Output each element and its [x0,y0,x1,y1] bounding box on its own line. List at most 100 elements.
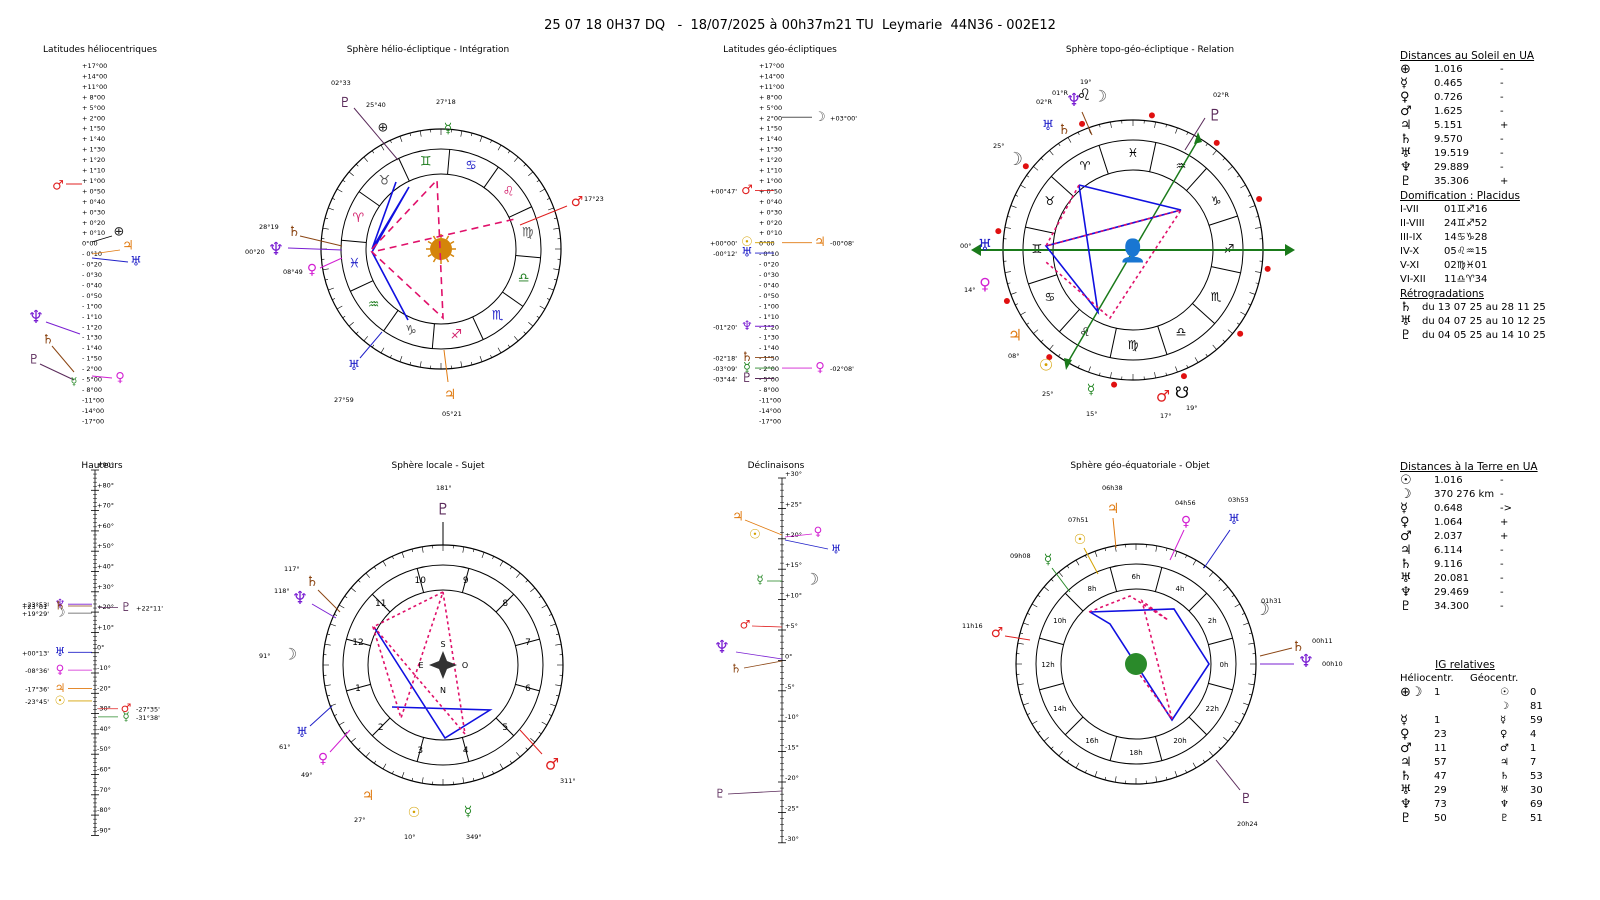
distance-value: 0.726 [1434,92,1463,103]
equatorial-wheel-tick [1023,702,1029,706]
house-cusp-dot [1264,265,1271,272]
table-row: ⊕ 1.016 - [1400,63,1590,77]
helio-symbol: ♀ [1400,727,1410,742]
helio-wheel-tick [380,347,385,354]
helio-wheel-tick [325,217,329,220]
saturn-icon: ♄ [55,599,66,613]
venus-icon: ♀ [307,262,317,278]
table-row: ♇ 34.300 - [1400,600,1590,614]
helio-wheel-tick [371,344,375,348]
local-wheel-tick [357,747,361,751]
aspect-blue-lines [1044,184,1182,315]
helio-wheel-tick [490,354,492,358]
geo-lat-tick-label: - 5°00 [759,376,779,384]
table-row: I-VII 01♊♐16 [1400,203,1590,217]
house-pair: IV-X [1400,246,1420,257]
topo-wheel-tick [1240,184,1246,189]
helio-wheel-tick [528,171,534,176]
decl-tick-label: -30° [785,835,799,843]
distance-value: 9.570 [1434,134,1463,145]
equatorial-wheel-tick [1248,693,1252,696]
local-wheel-spoke [371,717,391,737]
sun-ray [450,253,455,258]
topo-position-label: 19° [1186,404,1198,412]
table-row: ♇ 50 ♇ 51 [1400,812,1590,826]
trend-flag: + [1500,176,1509,187]
local-position-label: 10° [404,833,416,841]
helio-lat-tick-label: - 0°40 [82,281,102,289]
planet-symbol: ♆ [1400,585,1412,600]
venus-icon: ♀ [1181,514,1191,530]
equatorial-position-label: 20h24 [1237,820,1258,828]
helio-lat-tick-label: - 0°20 [82,261,102,269]
helio-wheel-spoke [483,166,499,188]
moon-icon: ☽ [283,645,297,664]
house-cusp-dot [1237,330,1244,337]
local-wheel-tick [516,572,521,578]
distance-value: 35.306 [1434,176,1469,187]
local-wheel-spoke [515,638,540,647]
topo-wheel-sign: ♒ [1176,159,1187,173]
equatorial-wheel-tick [1037,594,1041,598]
uranus-icon: ♅ [741,246,753,261]
jupiter-icon: ♃ [55,681,66,695]
topo-wheel-tick [1255,271,1262,273]
sun-ray [432,235,437,240]
equatorial-position-label: 06h38 [1102,484,1123,492]
sun-center-icon [430,238,452,260]
local-wheel-tick [525,747,529,751]
topo-wheel-sign: ♈ [1080,159,1091,173]
equatorial-wheel-spoke [1154,736,1163,761]
north-node-icon: ♌ [1077,85,1091,104]
equatorial-position-label: 09h08 [1010,552,1031,560]
helio-lat-tick-label: + 5°00 [82,104,105,112]
table-row: ⊕☽ 1 ☉ 0 [1400,686,1590,700]
local-wheel-middle-ring [342,564,544,766]
helio-wheel-tick [409,361,412,365]
retro-period: du 04 05 25 au 14 10 25 [1422,330,1546,341]
helio-lat-tick-label: + 1°30 [82,146,105,154]
house-number: 6 [525,684,531,694]
helio-wheel-tick [497,144,502,151]
local-wheel-tick [327,633,331,636]
helio-wheel-tick [355,163,359,167]
topo-wheel-spoke [1050,176,1074,197]
equatorial-wheel-tick [1185,555,1187,559]
mercury-icon: ☿ [444,121,453,137]
local-wheel-spoke [495,593,515,613]
jupiter-icon: ♃ [122,239,134,254]
helio-lat-tick-label: - 0°50 [82,292,102,300]
topo-wheel-spoke [1025,226,1055,234]
uranus-icon: ♅ [55,645,66,659]
ig-col-geo: Géocentr. [1470,673,1519,684]
topo-wheel-spoke [1186,167,1207,191]
helio-lat-tick-label: - 1°10 [82,313,102,321]
planet-symbol: ♃ [1400,118,1412,133]
table-row: ♆ 73 ♆ 69 [1400,798,1590,812]
local-wheel-tick [421,777,424,784]
heights-title: Hauteurs [81,461,123,471]
trend-flag: - [1500,106,1504,117]
local-wheel-tick [492,770,494,774]
connector-line [91,235,113,243]
distance-value: 0.648 [1434,503,1463,514]
earth-icon: ⊕ [114,225,125,240]
helio-lat-tick-label: - 1°40 [82,344,102,352]
connector-line [91,249,121,255]
helio-wheel-sign: ♋ [465,158,477,173]
decl-tick-label: +30° [785,470,802,478]
equatorial-wheel-tick [1165,548,1168,552]
helio-wheel-tick [342,315,346,319]
hour-label: 16h [1085,737,1098,745]
equatorial-wheel-tick [1202,565,1206,569]
connector-line [91,257,129,263]
jupiter-icon: ♃ [732,510,744,525]
trend-flag: - [1500,78,1504,89]
helio-symbol: ☿ [1400,713,1408,728]
topo-wheel-tick [1110,372,1112,379]
equatorial-wheel-tick [1094,771,1098,777]
local-wheel-tick [499,560,504,567]
local-wheel-tick [530,587,536,592]
planet-symbol: ♄ [1400,300,1412,315]
local-wheel-spoke [416,568,425,593]
